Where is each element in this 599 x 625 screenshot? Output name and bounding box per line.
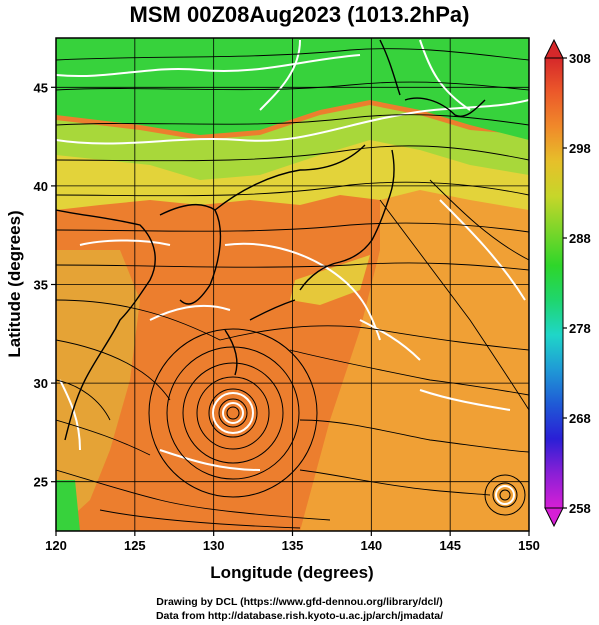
x-tick-label: 150 — [518, 538, 540, 553]
colorbar-ticks: 258 268 278 288 298 308 — [563, 51, 591, 516]
colorbar: 258 268 278 288 298 308 — [544, 38, 591, 528]
typhoon-vortex — [148, 328, 318, 498]
shading-yellow-sea-strip — [56, 250, 140, 531]
footer-data-source: Data from http://database.rish.kyoto-u.a… — [155, 610, 444, 622]
colorbar-tick-label: 288 — [569, 231, 591, 246]
y-tick-label: 40 — [34, 179, 48, 194]
y-axis-ticks: 25 30 35 40 45 — [34, 80, 56, 490]
y-axis-label: Latitude (degrees) — [5, 210, 24, 357]
colorbar-top-triangle — [544, 38, 564, 59]
x-tick-label: 145 — [439, 538, 461, 553]
footer-drawing-credit: Drawing by DCL (https://www.gfd-dennou.o… — [156, 596, 443, 608]
shading-yellow-japan — [290, 255, 370, 305]
colorbar-gradient — [544, 57, 564, 509]
y-tick-label: 35 — [34, 278, 48, 293]
chart-title: MSM 00Z08Aug2023 (1013.2hPa) — [129, 2, 470, 27]
x-tick-label: 140 — [360, 538, 382, 553]
colorbar-tick-label: 268 — [569, 411, 591, 426]
x-axis-label: Longitude (degrees) — [210, 563, 373, 582]
coastlines — [56, 39, 486, 441]
x-tick-label: 120 — [45, 538, 67, 553]
y-tick-label: 30 — [34, 376, 48, 391]
colorbar-tick-label: 298 — [569, 141, 591, 156]
wind-streamlines — [56, 48, 529, 529]
colorbar-tick-label: 278 — [569, 321, 591, 336]
colorbar-bottom-triangle — [544, 507, 564, 528]
colorbar-tick-label: 258 — [569, 501, 591, 516]
x-tick-label: 130 — [203, 538, 225, 553]
x-tick-label: 125 — [124, 538, 146, 553]
y-tick-label: 45 — [34, 80, 48, 95]
shading-green-small-island — [56, 480, 80, 531]
contour-lines — [56, 39, 529, 471]
x-axis-ticks: 120 125 130 135 140 145 150 — [45, 531, 540, 553]
x-tick-label: 135 — [282, 538, 304, 553]
colorbar-tick-label: 308 — [569, 51, 591, 66]
y-tick-label: 25 — [34, 475, 48, 490]
plot-area — [56, 38, 529, 531]
grid-lines — [56, 38, 529, 531]
